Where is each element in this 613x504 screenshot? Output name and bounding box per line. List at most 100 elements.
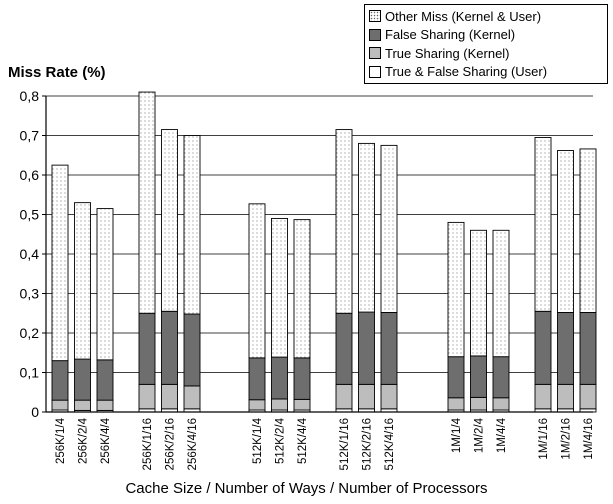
x-tick-labels: 256K/1/4 256K/2/4 256K/4/4 256K/1/16 256K/2/… <box>55 417 595 470</box>
x-tick-label: 256K/2/4 <box>78 417 90 464</box>
bar-segment <box>579 383 597 410</box>
y-tick-labels: 0 0,1 0,2 0,3 0,4 0,5 0,6 0,7 0,8 <box>20 88 40 420</box>
x-tick-label: 1M/2/16 <box>561 418 573 460</box>
x-tick-label: 512K/4/16 <box>384 418 396 470</box>
bar-segment <box>380 144 398 313</box>
bar-segment <box>557 312 574 385</box>
bar-segment <box>492 229 510 358</box>
bar-segment <box>358 383 375 410</box>
bar-segment <box>161 383 178 410</box>
legend-label-false-sharing: False Sharing (Kernel) <box>385 27 516 43</box>
legend-swatch-other-miss <box>369 10 381 23</box>
x-tick-label: 1M/1/4 <box>451 417 463 453</box>
y-tick-label: 0,1 <box>20 365 40 381</box>
bar-segment <box>51 399 69 411</box>
bar-segment <box>51 164 69 362</box>
y-tick-label: 0,2 <box>20 325 40 341</box>
bar-segment <box>579 148 597 313</box>
x-tick-label: 256K/2/16 <box>165 418 177 470</box>
y-tick-label: 0,5 <box>20 207 40 223</box>
y-tick-label: 0 <box>31 404 39 420</box>
bar-segment <box>271 398 288 411</box>
bar-segment <box>335 383 353 410</box>
legend-label-user-sharing: True & False Sharing (User) <box>385 64 548 80</box>
bar-segment <box>138 383 156 410</box>
legend-swatch-true-sharing <box>369 47 381 60</box>
bar-segment <box>161 310 178 385</box>
x-tick-label: 512K/1/4 <box>252 417 264 464</box>
bar-segment <box>74 358 91 401</box>
bar-segment <box>96 399 114 411</box>
bar-segment <box>470 355 487 398</box>
y-axis-title: Miss Rate (%) <box>8 64 106 81</box>
bar-segment <box>557 383 574 410</box>
x-tick-label: 512K/2/4 <box>275 417 287 464</box>
bar-segment <box>74 202 91 360</box>
bar-segment <box>96 359 114 401</box>
bar-segment <box>492 356 510 399</box>
x-tick-label: 256K/1/4 <box>55 417 67 464</box>
bar-segment <box>271 356 288 400</box>
bar-segment <box>293 219 311 359</box>
bar-segment <box>534 137 552 312</box>
legend-item-user-sharing: True & False Sharing (User) <box>369 63 607 82</box>
bar-segment <box>358 142 375 313</box>
legend: Other Miss (Kernel & User) False Sharing… <box>364 4 608 84</box>
bar-segment <box>447 221 465 358</box>
x-tick-label: 1M/4/4 <box>496 417 508 453</box>
legend-swatch-false-sharing <box>369 28 381 41</box>
y-tick-label: 0,6 <box>20 167 40 183</box>
grid-lines <box>42 95 593 413</box>
bar-segment <box>380 383 398 410</box>
x-tick-label: 1M/1/16 <box>538 418 550 460</box>
legend-item-true-sharing: True Sharing (Kernel) <box>369 44 607 63</box>
y-tick-label: 0,8 <box>20 88 40 104</box>
bar-segment <box>470 229 487 357</box>
bar-segment <box>557 150 574 313</box>
bar-segment <box>335 312 353 385</box>
bar-segment <box>380 312 398 385</box>
x-tick-label: 1M/2/4 <box>474 417 486 453</box>
bar-segment <box>271 217 288 358</box>
bar-segment <box>447 397 465 411</box>
bar-segment <box>534 383 552 410</box>
x-tick-label: 512K/4/4 <box>297 417 309 464</box>
bar-segment <box>447 356 465 399</box>
legend-item-other-miss: Other Miss (Kernel & User) <box>369 7 607 26</box>
bar-segment <box>138 91 156 314</box>
x-axis-title: Cache Size / Number of Ways / Number of … <box>125 480 488 497</box>
bar-segment <box>183 313 201 387</box>
bar-segment <box>161 129 178 312</box>
bar-segment <box>248 203 266 359</box>
bar-segment <box>579 312 597 385</box>
legend-item-false-sharing: False Sharing (Kernel) <box>369 26 607 45</box>
bars-group <box>51 91 597 413</box>
bar-segment <box>96 208 114 361</box>
x-tick-label: 256K/4/16 <box>187 418 199 470</box>
bar-segment <box>358 311 375 385</box>
x-tick-label: 256K/1/16 <box>142 418 154 470</box>
y-tick-label: 0,4 <box>20 246 40 262</box>
bar-segment <box>183 135 201 315</box>
axes-group <box>45 96 593 413</box>
legend-label-true-sharing: True Sharing (Kernel) <box>385 45 510 61</box>
bar-segment <box>492 397 510 411</box>
legend-swatch-user-sharing <box>369 65 381 78</box>
bar-segment <box>248 357 266 401</box>
legend-label-other-miss: Other Miss (Kernel & User) <box>385 8 542 24</box>
bar-segment <box>534 310 552 385</box>
x-tick-label: 512K/1/16 <box>339 418 351 470</box>
x-tick-label: 512K/2/16 <box>362 418 374 470</box>
x-tick-label: 256K/4/4 <box>100 417 112 464</box>
bar-segment <box>51 360 69 401</box>
bar-segment <box>335 129 353 314</box>
bar-segment <box>74 399 91 411</box>
bar-segment <box>293 357 311 400</box>
bar-segment <box>470 396 487 411</box>
bar-segment <box>183 385 201 410</box>
bar-segment <box>293 398 311 411</box>
bar-segment <box>248 399 266 411</box>
y-tick-label: 0,3 <box>20 286 40 302</box>
x-tick-label: 1M/4/16 <box>583 418 595 460</box>
